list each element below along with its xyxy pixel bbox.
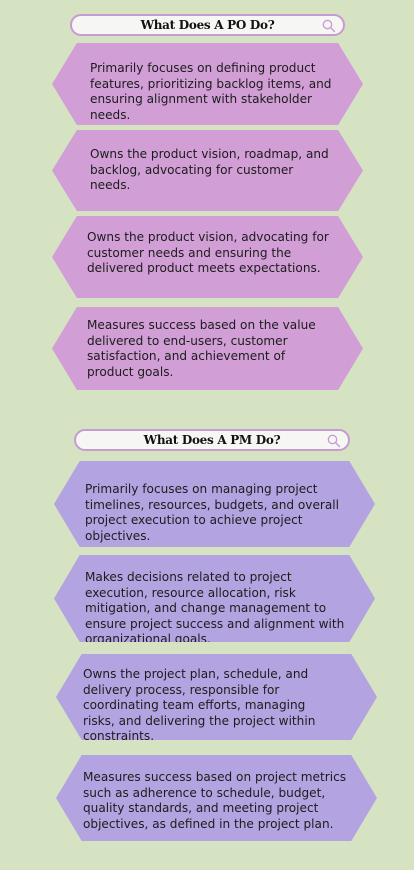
- po-title-bar: What Does A PO Do?: [70, 14, 345, 36]
- pm-item-4: Measures success based on project metric…: [56, 755, 377, 841]
- pm-item-text: Owns the project plan, schedule, and del…: [83, 667, 316, 743]
- po-item-3: Owns the product vision, advocating for …: [52, 216, 363, 298]
- po-item-text: Measures success based on the value deli…: [87, 318, 316, 379]
- pm-section-title: What Does A PM Do?: [143, 433, 281, 447]
- pm-title-bar: What Does A PM Do?: [74, 429, 350, 451]
- pm-item-2: Makes decisions related to project execu…: [54, 555, 375, 642]
- po-section-title: What Does A PO Do?: [140, 18, 275, 32]
- search-icon[interactable]: [321, 18, 337, 34]
- pm-item-text: Makes decisions related to project execu…: [85, 570, 345, 646]
- pm-item-1: Primarily focuses on managing project ti…: [54, 461, 375, 547]
- pm-item-text: Primarily focuses on managing project ti…: [85, 482, 339, 543]
- po-item-text: Primarily focuses on defining product fe…: [90, 61, 332, 122]
- pm-item-3: Owns the project plan, schedule, and del…: [56, 654, 377, 740]
- po-item-1: Primarily focuses on defining product fe…: [52, 43, 363, 125]
- search-icon[interactable]: [326, 433, 342, 449]
- po-item-2: Owns the product vision, roadmap, and ba…: [52, 130, 363, 211]
- pm-item-text: Measures success based on project metric…: [83, 770, 347, 831]
- po-item-text: Owns the product vision, advocating for …: [87, 230, 329, 275]
- po-item-4: Measures success based on the value deli…: [52, 307, 363, 390]
- po-item-text: Owns the product vision, roadmap, and ba…: [90, 147, 329, 192]
